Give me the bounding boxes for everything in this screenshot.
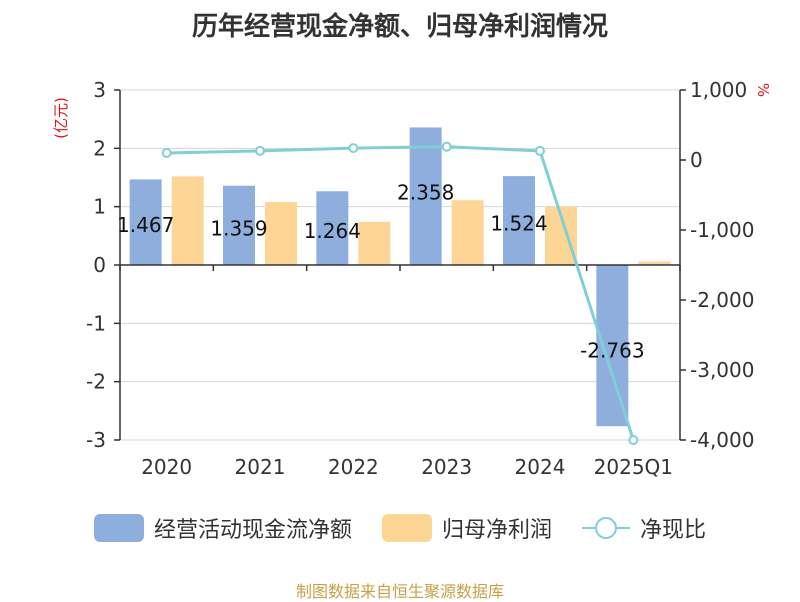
legend-label-ratio: 净现比 [640,518,707,543]
left-tick-label: 0 [93,253,106,277]
cashflow-bar [129,179,162,265]
ratio-line [161,141,639,445]
category-label: 2022 [328,455,379,479]
category-label: 2024 [515,455,566,479]
cashflow-data-label: 1.467 [117,213,174,237]
profit-bar [265,202,297,265]
left-tick-label: 3 [93,78,106,102]
left-tick-label: -2 [86,370,106,394]
legend-swatch-ratio [582,514,630,542]
ratio-point [161,148,172,158]
category-label: 2021 [235,455,286,479]
right-axis-unit: % [754,83,772,97]
legend-item-cashflow[interactable]: 经营活动现金流净额 [93,512,352,544]
cashflow-data-label: 2.358 [397,180,454,204]
left-tick-label: -1 [86,311,106,335]
profit-bar [171,176,204,265]
left-tick-label: 1 [93,195,106,219]
legend-swatch-cashflow [93,514,144,542]
category-label: 2020 [141,455,192,479]
cashflow-bar [409,127,442,265]
profit-bar [638,261,671,265]
axes: 3 2 1 0 -1 -2 -3 1,000 0 -1,000 -2,000 -3,000 -4,000… [86,78,754,479]
chart-title: 历年经营现金净额、归母净利润情况 [191,12,608,42]
left-tick-label: -3 [86,428,106,452]
legend-item-ratio[interactable]: 净现比 [582,512,706,544]
category-label: 2025Q1 [594,455,673,479]
ratio-point [535,145,545,156]
ratio-point [628,435,639,445]
legend-label-cashflow: 经营活动现金流净额 [153,518,352,543]
ratio-point [441,141,452,152]
right-tick-label: -4,000 [690,428,754,452]
source-note: 制图数据来自恒生聚源数据库 [295,582,504,601]
cashflow-bar [503,176,535,265]
cashflow-bar [316,191,349,265]
cashflow-data-label: 1.524 [490,212,547,236]
ratio-point [255,145,265,156]
category-label: 2023 [421,455,472,479]
cashflow-data-label: -2.763 [580,339,644,363]
ratio-point [348,143,359,154]
ratio-polyline [166,145,635,441]
legend-item-profit[interactable]: 归母净利润 [381,512,552,544]
left-tick-label: 2 [93,136,106,160]
cashflow-data-label: 1.264 [304,219,361,243]
profit-bar [358,221,391,265]
right-tick-label: -3,000 [690,358,754,382]
cashflow-bar [223,185,255,265]
right-tick-label: 0 [690,148,703,172]
legend: 经营活动现金流净额 归母净利润 净现比 [0,512,800,544]
right-tick-label: -1,000 [690,218,754,242]
right-tick-label: -2,000 [690,288,754,312]
cashflow-data-label: 1.359 [210,216,267,240]
left-axis-unit: (亿元) [52,97,70,139]
legend-label-profit: 归母净利润 [441,518,552,543]
data-labels: 1.467 1.359 1.264 2.358 1.524 -2.763 [117,180,645,362]
legend-swatch-profit [381,514,432,542]
profit-bar [451,200,484,265]
right-tick-label: 1,000 [690,78,747,102]
bars [129,127,671,427]
